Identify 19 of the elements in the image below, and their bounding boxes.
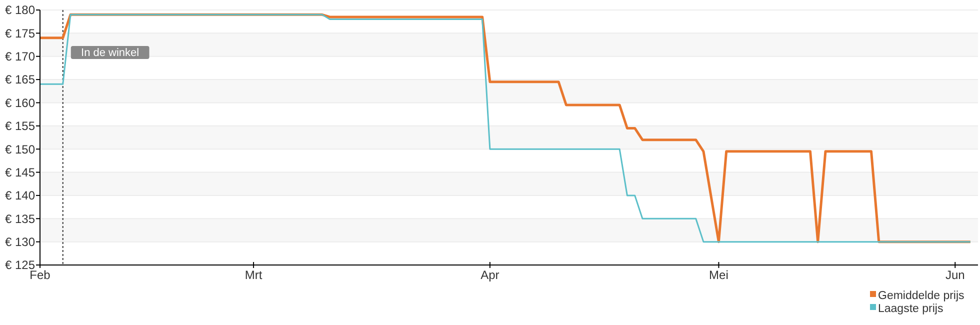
y-tick-label: € 150 [4,142,36,156]
x-tick-label: Mrt [244,268,263,282]
y-tick-label: € 135 [4,212,36,226]
legend-label: Gemiddelde prijs [878,290,965,302]
y-tick-label: € 155 [4,119,36,134]
y-tick-label: € 175 [4,26,36,40]
ref-line-label: In de winkel [81,47,140,59]
y-tick-label: € 130 [4,235,36,250]
x-tick-label: Jun [945,268,965,282]
y-tick-label: € 160 [4,96,36,110]
x-tick-label: Feb [30,268,51,282]
y-tick-label: € 170 [4,50,36,64]
x-tick-label: Apr [480,268,500,282]
legend-label: Laagste prijs [878,303,944,316]
y-tick-label: € 180 [4,3,36,18]
y-tick-label: € 145 [4,165,36,180]
x-tick-label: Mei [709,268,728,282]
y-tick-label: € 165 [4,72,36,87]
y-tick-label: € 140 [4,188,36,203]
